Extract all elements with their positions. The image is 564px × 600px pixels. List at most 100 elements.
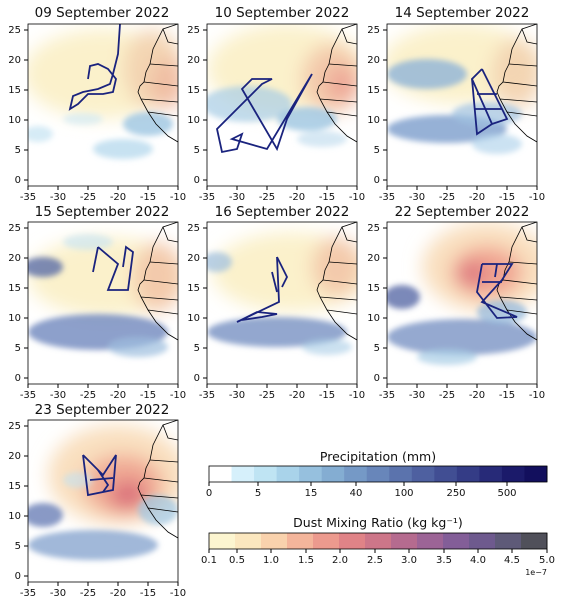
- svg-text:-20: -20: [110, 192, 126, 203]
- svg-text:-30: -30: [50, 588, 66, 599]
- svg-text:-15: -15: [140, 588, 156, 599]
- svg-text:2.0: 2.0: [332, 555, 348, 566]
- svg-text:20: 20: [8, 253, 21, 264]
- svg-text:0: 0: [15, 571, 21, 582]
- svg-text:10: 10: [367, 313, 380, 324]
- map-area: [387, 24, 537, 186]
- svg-text:0: 0: [194, 175, 200, 186]
- svg-text:-20: -20: [469, 192, 485, 203]
- svg-text:15: 15: [187, 283, 200, 294]
- precipitation-color-steps: [209, 466, 548, 482]
- color-step: [411, 466, 435, 482]
- svg-text:-25: -25: [259, 192, 275, 203]
- svg-text:-35: -35: [199, 192, 215, 203]
- svg-text:15: 15: [8, 481, 21, 492]
- x-axis: -35 -30 -25 -20 -15 -10: [379, 384, 545, 401]
- color-step: [501, 466, 525, 482]
- dust-color-steps: [209, 533, 548, 549]
- svg-text:-15: -15: [140, 192, 156, 203]
- svg-text:-30: -30: [229, 390, 245, 401]
- svg-text:10: 10: [187, 115, 200, 126]
- precipitation-colorbar-title: Precipitation (mm): [320, 449, 436, 464]
- map-panel-09-sep: 09 September 2022: [8, 5, 186, 203]
- svg-text:-20: -20: [110, 588, 126, 599]
- svg-text:4.5: 4.5: [504, 555, 520, 566]
- dust-exponent-label: 1e−7: [525, 568, 547, 577]
- svg-text:5: 5: [374, 145, 380, 156]
- svg-text:0: 0: [15, 373, 21, 384]
- svg-text:-10: -10: [170, 390, 186, 401]
- svg-text:-25: -25: [80, 588, 96, 599]
- map-panel-23-sep: 23 September 2022: [8, 402, 186, 599]
- precip-field: [28, 112, 173, 159]
- dust-ticks: 0.1 0.5 1.0 1.5 2.0 2.5 3.0 3.5 4.0 4.5 …: [201, 549, 555, 566]
- color-step: [366, 466, 390, 482]
- map-area: [28, 222, 178, 384]
- svg-text:-20: -20: [289, 192, 305, 203]
- svg-text:-15: -15: [140, 390, 156, 401]
- y-axis: 0 5 10 15 20 25: [8, 25, 28, 186]
- dust-colorbar-title: Dust Mixing Ratio (kg kg⁻¹): [293, 515, 463, 530]
- map-panel-16-sep: 16 September 2022: [187, 204, 365, 401]
- svg-text:25: 25: [187, 223, 200, 234]
- svg-text:-15: -15: [319, 192, 335, 203]
- svg-text:-35: -35: [20, 192, 36, 203]
- svg-text:10: 10: [8, 115, 21, 126]
- color-step: [443, 533, 470, 549]
- svg-text:-10: -10: [529, 192, 545, 203]
- svg-text:0: 0: [194, 373, 200, 384]
- svg-text:3.0: 3.0: [401, 555, 417, 566]
- svg-text:-25: -25: [80, 390, 96, 401]
- precipitation-ticks: 0 5 15 40 100 250 500: [206, 482, 517, 499]
- svg-text:0: 0: [374, 373, 380, 384]
- flight-track: [68, 24, 121, 111]
- color-step: [339, 533, 366, 549]
- dust-colorbar: Dust Mixing Ratio (kg kg⁻¹) 0.1 0.5 1.0 …: [201, 515, 555, 577]
- map-panel-10-sep: 10 September 2022 -35: [187, 5, 365, 203]
- svg-text:5: 5: [15, 145, 21, 156]
- color-step: [261, 533, 288, 549]
- y-axis: 0 5 10 15 20 25: [367, 25, 387, 186]
- panel-title: 16 September 2022: [215, 204, 350, 220]
- color-step: [231, 466, 255, 482]
- y-axis: 0 5 10 15 20 25: [8, 421, 28, 582]
- svg-text:-30: -30: [409, 390, 425, 401]
- svg-text:-20: -20: [110, 390, 126, 401]
- svg-text:25: 25: [8, 421, 21, 432]
- svg-text:0.5: 0.5: [229, 555, 245, 566]
- svg-text:0: 0: [15, 175, 21, 186]
- svg-text:-10: -10: [349, 192, 365, 203]
- color-step: [299, 466, 323, 482]
- svg-text:20: 20: [8, 55, 21, 66]
- map-area: [387, 222, 537, 384]
- svg-text:-35: -35: [379, 192, 395, 203]
- color-step: [235, 533, 262, 549]
- svg-text:1.5: 1.5: [298, 555, 314, 566]
- panel-title: 14 September 2022: [395, 5, 530, 21]
- color-step: [287, 533, 314, 549]
- svg-text:25: 25: [8, 223, 21, 234]
- svg-text:-35: -35: [20, 390, 36, 401]
- color-step: [469, 533, 496, 549]
- color-step: [456, 466, 480, 482]
- color-step: [209, 533, 236, 549]
- panel-title: 15 September 2022: [35, 204, 170, 220]
- svg-text:5: 5: [194, 343, 200, 354]
- svg-text:-25: -25: [259, 390, 275, 401]
- map-area: [28, 24, 178, 186]
- x-axis: -35 -30 -25 -20 -15 -10: [20, 582, 186, 599]
- x-axis: -35 -30 -25 -20 -15 -10: [379, 186, 545, 203]
- svg-text:5: 5: [15, 541, 21, 552]
- color-step: [391, 533, 418, 549]
- x-axis: -35 -30 -25 -20 -15 -10: [20, 186, 186, 203]
- svg-text:-30: -30: [50, 390, 66, 401]
- precipitation-colorbar: Precipitation (mm) 0 5 15 40 100 250 500: [206, 449, 548, 499]
- svg-text:-20: -20: [289, 390, 305, 401]
- svg-text:-30: -30: [229, 192, 245, 203]
- svg-text:-15: -15: [499, 192, 515, 203]
- svg-text:20: 20: [187, 253, 200, 264]
- svg-text:100: 100: [394, 488, 413, 499]
- color-step: [313, 533, 340, 549]
- svg-text:10: 10: [8, 511, 21, 522]
- svg-text:10: 10: [8, 313, 21, 324]
